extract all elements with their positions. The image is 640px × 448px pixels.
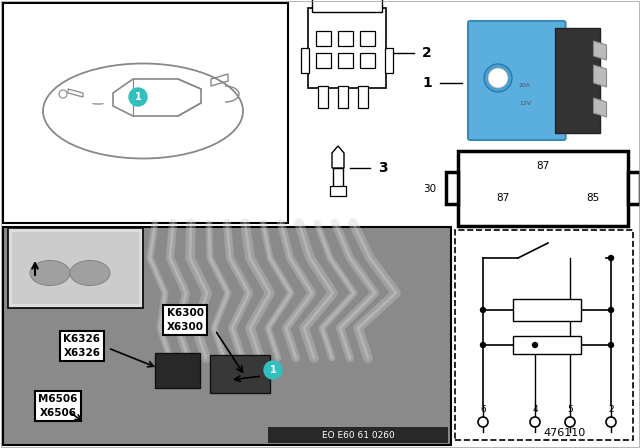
Text: 3: 3 (378, 161, 388, 175)
Text: 87: 87 (564, 418, 575, 426)
Bar (316, 53, 331, 68)
Bar (268, 427, 448, 443)
Text: 476110: 476110 (544, 428, 586, 438)
Bar (333, 168, 343, 188)
Text: 1: 1 (134, 92, 141, 102)
Circle shape (609, 343, 614, 348)
Circle shape (488, 68, 508, 88)
Circle shape (264, 361, 282, 379)
Polygon shape (593, 41, 607, 60)
Ellipse shape (30, 260, 70, 285)
Text: 2: 2 (608, 405, 614, 414)
Circle shape (565, 417, 575, 427)
Circle shape (481, 307, 486, 313)
Bar (513, 299, 581, 321)
Bar (3, 227, 451, 445)
Polygon shape (332, 146, 344, 168)
Text: 6: 6 (480, 405, 486, 414)
Text: 5: 5 (567, 405, 573, 414)
Polygon shape (593, 65, 607, 87)
Text: 30: 30 (477, 418, 488, 426)
Bar (358, 86, 368, 108)
Bar (338, 86, 348, 108)
Circle shape (530, 417, 540, 427)
Circle shape (481, 343, 486, 348)
Bar (360, 53, 375, 68)
Text: M6506
X6506: M6506 X6506 (38, 394, 77, 418)
Bar (312, 0, 382, 12)
Text: K6326
X6326: K6326 X6326 (63, 334, 100, 358)
Bar (3, 3, 288, 223)
Text: 4: 4 (532, 405, 538, 414)
Bar (338, 53, 353, 68)
Bar (330, 186, 346, 196)
Bar (385, 48, 393, 73)
Bar (338, 31, 353, 46)
Text: 85: 85 (530, 418, 540, 426)
Text: 1: 1 (422, 76, 432, 90)
Circle shape (478, 417, 488, 427)
Circle shape (484, 64, 512, 92)
Bar (446, 172, 458, 204)
Text: 30: 30 (424, 184, 436, 194)
Bar (360, 31, 375, 46)
Bar (455, 230, 633, 440)
Bar (316, 31, 331, 46)
Bar (12, 232, 139, 304)
Bar (155, 353, 200, 388)
Circle shape (609, 255, 614, 260)
Circle shape (532, 343, 538, 348)
Text: 87: 87 (605, 418, 616, 426)
Text: 2: 2 (422, 46, 432, 60)
Text: 20A: 20A (519, 82, 531, 87)
Text: 87: 87 (497, 193, 509, 203)
Bar (210, 355, 270, 393)
Text: 85: 85 (586, 193, 600, 203)
Text: EO E60 61 0260: EO E60 61 0260 (322, 431, 394, 439)
Text: K6300
X6300: K6300 X6300 (166, 308, 204, 332)
Bar (513, 336, 581, 354)
Ellipse shape (70, 260, 110, 285)
Bar (308, 8, 386, 88)
Bar (301, 48, 309, 73)
Text: 12V: 12V (519, 100, 531, 105)
Bar (8, 228, 143, 308)
Circle shape (606, 417, 616, 427)
Circle shape (129, 88, 147, 106)
Polygon shape (593, 98, 607, 117)
Bar (628, 172, 640, 204)
Text: 1: 1 (269, 365, 276, 375)
Bar (554, 28, 600, 133)
Circle shape (609, 307, 614, 313)
FancyBboxPatch shape (468, 21, 566, 140)
Bar (318, 86, 328, 108)
Bar (458, 151, 628, 226)
Text: 87: 87 (536, 161, 550, 171)
